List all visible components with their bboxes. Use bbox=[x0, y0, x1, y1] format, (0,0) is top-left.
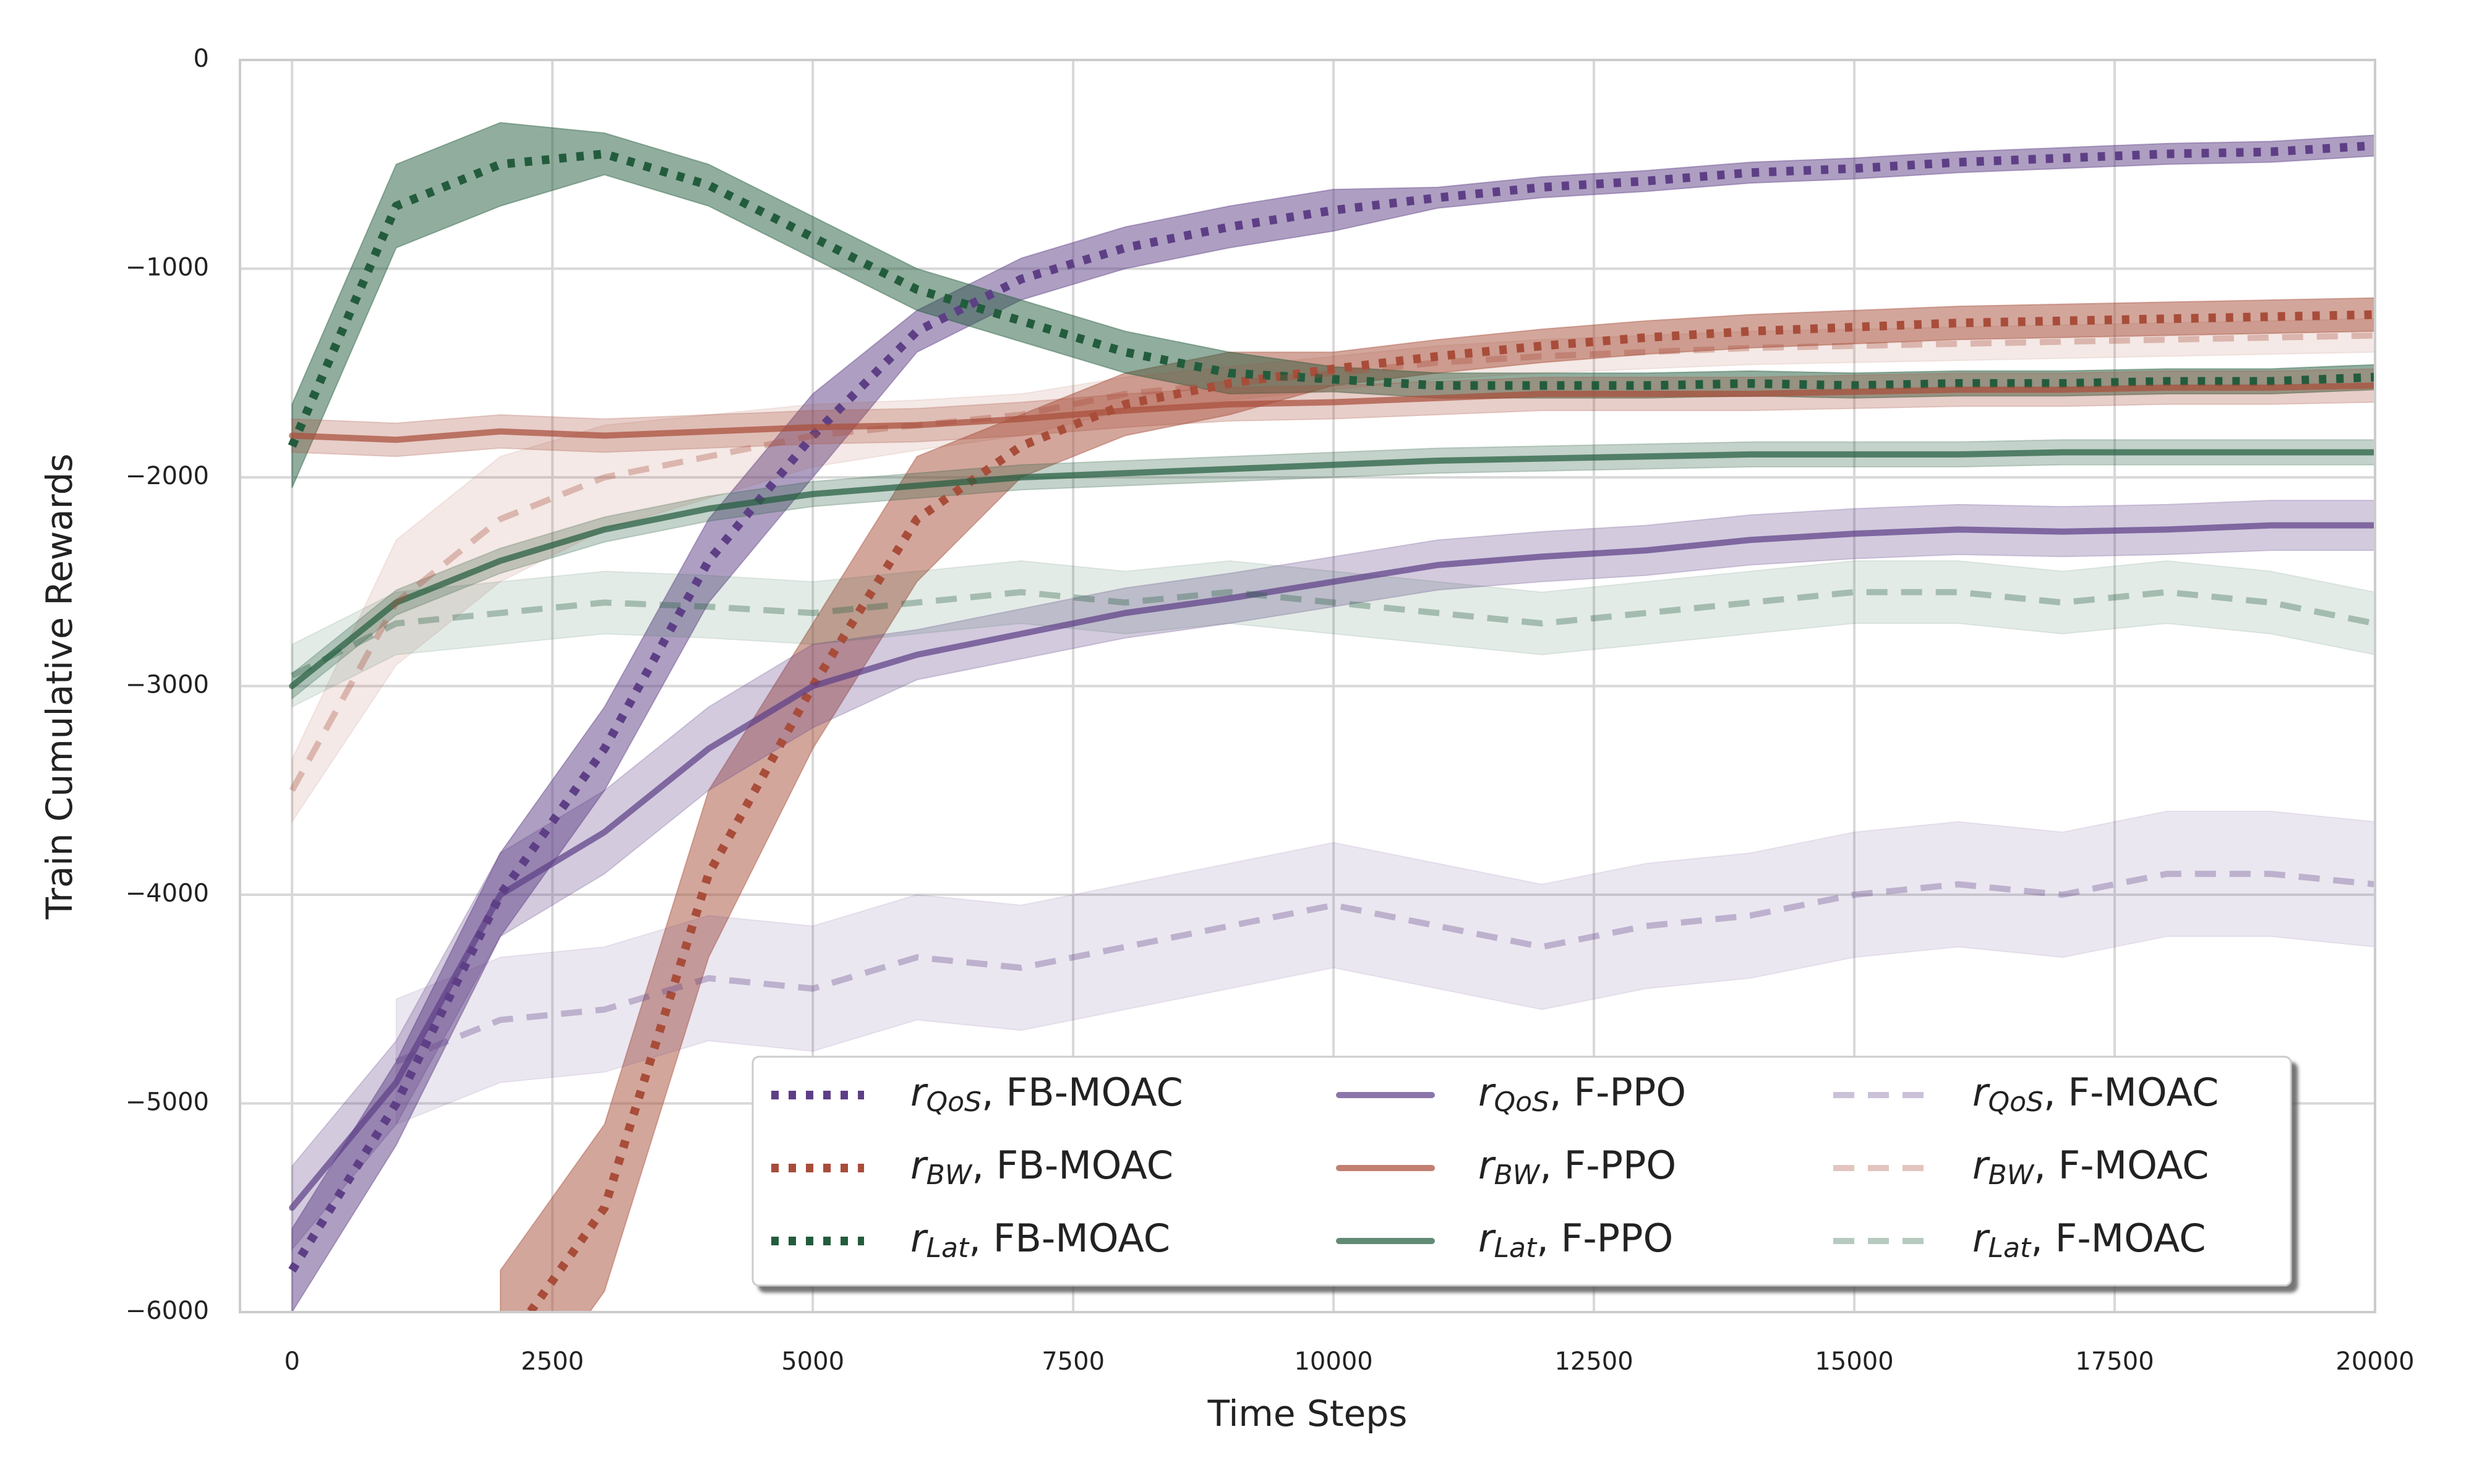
legend-label: rBW, F-MOAC bbox=[1972, 1143, 2209, 1191]
x-tick-label: 0 bbox=[284, 1347, 299, 1376]
series-line bbox=[395, 871, 2375, 1065]
confidence-band bbox=[291, 560, 2375, 708]
x-tick-label: 5000 bbox=[781, 1347, 844, 1376]
legend-label: rBW, FB-MOAC bbox=[910, 1143, 1173, 1191]
y-tick-label: −6000 bbox=[126, 1297, 209, 1325]
legend-label: rLat, F-PPO bbox=[1478, 1216, 1673, 1264]
series-line bbox=[290, 589, 2375, 679]
y-axis-label: Train Cumulative Rewards bbox=[38, 453, 80, 919]
confidence-band bbox=[291, 318, 2375, 824]
ticks: 0 2500 5000 7500 10000 12500 15000 17500 20000 0 −… bbox=[126, 45, 2415, 1376]
x-tick-label: 12500 bbox=[1554, 1347, 1633, 1376]
x-tick-label: 17500 bbox=[2075, 1347, 2154, 1376]
x-tick-label: 7500 bbox=[1042, 1347, 1105, 1376]
legend-label: rQoS, F-MOAC bbox=[1972, 1070, 2219, 1118]
y-tick-label: −1000 bbox=[126, 254, 209, 282]
legend-label: rLat, FB-MOAC bbox=[910, 1216, 1170, 1264]
series-line bbox=[288, 149, 2375, 448]
plot-area bbox=[288, 122, 2375, 1312]
legend-label: rBW, F-PPO bbox=[1478, 1143, 1676, 1191]
y-tick-label: −5000 bbox=[126, 1088, 209, 1117]
plot-frame bbox=[239, 59, 2376, 1313]
series-line bbox=[289, 332, 2375, 792]
series-line bbox=[289, 522, 2375, 1211]
legend: rQoS, FB-MOAC rBW, FB-MOAC rLat, FB-MOAC rQ… bbox=[751, 1055, 2292, 1287]
y-tick-label: −3000 bbox=[126, 671, 209, 699]
y-tick-label: 0 bbox=[194, 45, 209, 73]
y-tick-label: −2000 bbox=[126, 462, 209, 490]
x-tick-label: 10000 bbox=[1294, 1347, 1372, 1376]
legend-box bbox=[751, 1055, 2292, 1287]
legend-label: rQoS, FB-MOAC bbox=[910, 1070, 1183, 1118]
legend-label: rLat, F-MOAC bbox=[1972, 1216, 2206, 1264]
x-axis-label: Time Steps bbox=[1207, 1392, 1408, 1435]
confidence-band bbox=[291, 122, 2375, 488]
series-line bbox=[288, 141, 2375, 1273]
x-tick-label: 20000 bbox=[2335, 1347, 2414, 1376]
confidence-band bbox=[395, 811, 2375, 1125]
x-tick-label: 15000 bbox=[1815, 1347, 1893, 1376]
x-tick-label: 2500 bbox=[521, 1347, 584, 1376]
y-tick-label: −4000 bbox=[126, 879, 209, 908]
legend-label: rQoS, F-PPO bbox=[1478, 1070, 1686, 1118]
series-line bbox=[289, 449, 2375, 689]
series-line bbox=[524, 310, 2375, 1312]
confidence-band bbox=[291, 439, 2375, 700]
series-line bbox=[289, 382, 2375, 443]
